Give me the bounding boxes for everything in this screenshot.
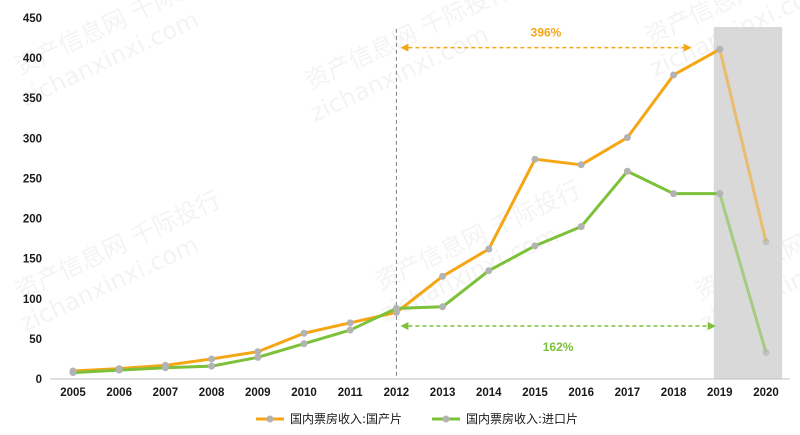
- annotation-arrowhead-left: [400, 43, 409, 52]
- x-tick-label: 2007: [153, 387, 179, 399]
- annotation-label: 396%: [531, 26, 562, 40]
- annotation-arrowhead-right: [683, 43, 692, 52]
- annotation-label: 162%: [543, 340, 574, 354]
- data-point: [115, 366, 123, 374]
- data-point: [716, 190, 724, 198]
- legend-item-2: 国内票房收入:进口片: [432, 411, 578, 426]
- y-tick-label: 300: [23, 133, 42, 145]
- shaded-forecast-region: [713, 27, 783, 380]
- data-point: [254, 348, 262, 356]
- x-tick-label: 2011: [338, 387, 364, 399]
- legend-label: 国内票房收入:进口片: [466, 411, 578, 426]
- annotation-arrowhead-left: [400, 322, 409, 331]
- data-point: [577, 161, 585, 169]
- y-tick-label: 250: [23, 173, 42, 185]
- data-point: [716, 45, 724, 53]
- data-point: [346, 326, 354, 334]
- data-point: [762, 238, 770, 246]
- x-tick-label: 2016: [568, 387, 594, 399]
- x-tick-label: 2009: [245, 387, 271, 399]
- data-point: [762, 349, 770, 357]
- data-point: [392, 304, 400, 312]
- x-tick-label: 2014: [476, 387, 502, 399]
- x-tick-label: 2015: [522, 387, 548, 399]
- data-point: [346, 319, 354, 327]
- data-point: [485, 245, 493, 253]
- x-tick-label: 2008: [199, 387, 225, 399]
- x-tick-label: 2005: [60, 387, 86, 399]
- legend-swatch-marker: [442, 415, 450, 423]
- data-point: [69, 369, 77, 377]
- series-layer: [69, 45, 770, 377]
- x-tick-label: 2010: [291, 387, 317, 399]
- annotation-layer: 396% 162%: [400, 26, 716, 354]
- data-point: [161, 364, 169, 372]
- data-point: [670, 71, 678, 79]
- y-tick-label: 350: [23, 93, 42, 105]
- data-point: [670, 190, 678, 198]
- legend: 国内票房收入:国产片 国内票房收入:进口片: [256, 411, 578, 426]
- data-point: [577, 223, 585, 231]
- x-tick-label: 2017: [615, 387, 641, 399]
- data-point: [254, 353, 262, 361]
- data-point: [623, 134, 631, 142]
- watermark-layer: 资产信息网 千际投行zichanxinxi.com资产信息网 千际投行zicha…: [11, 0, 800, 337]
- y-tick-label: 100: [23, 294, 42, 306]
- series-line-faded: [718, 193, 768, 353]
- data-point: [485, 267, 493, 275]
- data-point: [300, 340, 308, 348]
- data-point: [208, 362, 216, 370]
- x-tick-label: 2018: [661, 387, 687, 399]
- x-tick-label: 2020: [753, 387, 779, 399]
- y-tick-label: 150: [23, 254, 42, 266]
- series-2: [69, 167, 770, 377]
- data-point: [300, 329, 308, 337]
- data-point: [623, 167, 631, 175]
- data-point: [208, 355, 216, 363]
- data-point: [531, 242, 539, 250]
- data-point: [439, 272, 447, 280]
- y-tick-label: 200: [23, 214, 42, 226]
- series-line-faded: [718, 48, 768, 243]
- y-tick-label: 400: [23, 53, 42, 65]
- x-tick-label: 2006: [106, 387, 132, 399]
- data-point: [531, 155, 539, 163]
- annotation-arrowhead-right: [707, 322, 716, 331]
- y-tick-label: 0: [36, 374, 42, 386]
- x-tick-label: 2019: [707, 387, 733, 399]
- legend-label: 国内票房收入:国产片: [290, 411, 402, 426]
- growth-annotation-1: 396%: [400, 26, 692, 52]
- x-tick-label: 2013: [430, 387, 456, 399]
- y-tick-label: 50: [29, 334, 42, 346]
- legend-swatch-marker: [266, 415, 274, 423]
- x-tick-label: 2012: [384, 387, 410, 399]
- y-axis-ticks: 0 50 100 150 200 250 300 350 400 450: [23, 13, 42, 386]
- data-point: [439, 303, 447, 311]
- growth-annotation-2: 162%: [400, 322, 716, 354]
- legend-item-1: 国内票房收入:国产片: [256, 411, 402, 426]
- y-tick-label: 450: [23, 13, 42, 25]
- x-axis-ticks: 2005 2006 2007 2008 2009 2010 2011 2012 2013 2014…: [60, 387, 779, 399]
